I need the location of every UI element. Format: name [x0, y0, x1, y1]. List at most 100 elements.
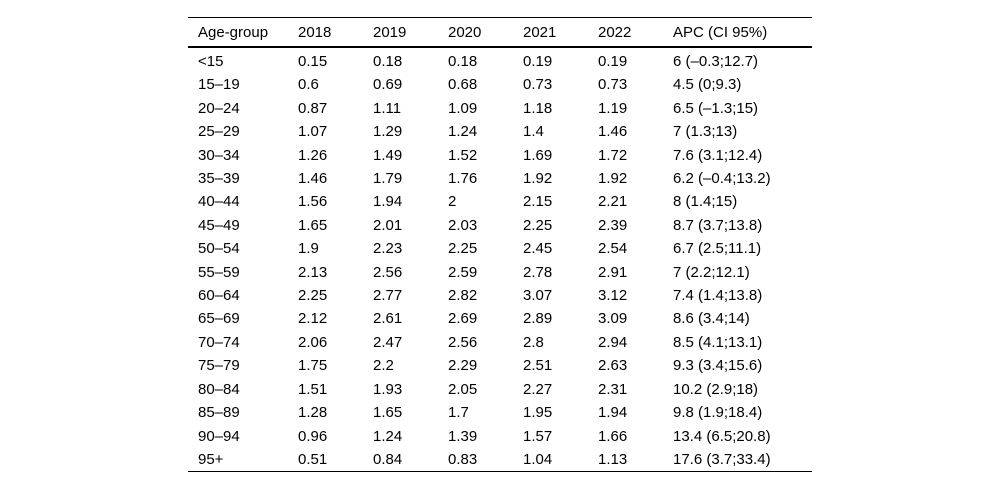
column-header-apc-ci: APC (CI 95%) [663, 17, 812, 48]
value-cell: 2.29 [448, 357, 478, 375]
value-cell: 9.3 (3.4;15.6) [673, 357, 763, 375]
value-cell: 2.06 [298, 333, 328, 351]
value-cell: 0.69 [373, 76, 403, 94]
table-header: Age-group 2018 2019 2020 2021 2022 APC (… [188, 17, 812, 48]
table-row: 95+ 0.51 0.84 0.83 1.04 1.13 17.6 (3.7;33.4) [188, 448, 812, 472]
value-cell: 1.65 [373, 404, 403, 422]
value-cell: 1.94 [598, 404, 628, 422]
table-row: 50–54 1.9 2.23 2.25 2.45 2.54 6.7 (2.5;11.1) [188, 237, 812, 260]
value-cell: 2.45 [523, 240, 553, 258]
value-cell: 2.39 [598, 216, 628, 234]
value-cell: 0.18 [373, 53, 403, 70]
value-cell: 1.93 [373, 380, 403, 398]
value-cell: 1.04 [523, 450, 553, 468]
value-cell: 2.8 [523, 333, 544, 351]
value-cell: 2.21 [598, 193, 628, 211]
value-cell: 0.83 [448, 450, 478, 468]
value-cell: 1.26 [298, 146, 328, 164]
value-cell: 2.91 [598, 263, 628, 281]
value-cell: 1.19 [598, 99, 628, 117]
value-cell: 1.24 [448, 123, 478, 141]
value-cell: 2.23 [373, 240, 403, 258]
column-header-2020: 2020 [438, 17, 513, 48]
table-row: 45–49 1.65 2.01 2.03 2.25 2.39 8.7 (3.7;13.8) [188, 214, 812, 237]
age-group-incidence-table: Age-group 2018 2019 2020 2021 2022 APC (… [188, 17, 812, 473]
age-group-cell: 75–79 [198, 357, 240, 375]
value-cell: 2.13 [298, 263, 328, 281]
value-cell: 2.54 [598, 240, 628, 258]
value-cell: 1.51 [298, 380, 328, 398]
table-row: 70–74 2.06 2.47 2.56 2.8 2.94 8.5 (4.1;13.1) [188, 331, 812, 354]
value-cell: 0.15 [298, 53, 328, 70]
value-cell: 0.68 [448, 76, 478, 94]
age-group-cell: 40–44 [198, 193, 240, 211]
value-cell: 1.09 [448, 99, 478, 117]
value-cell: 0.19 [598, 53, 628, 70]
value-cell: 1.72 [598, 146, 628, 164]
value-cell: 2.77 [373, 287, 403, 305]
value-cell: 1.65 [298, 216, 328, 234]
table-row: 40–44 1.56 1.94 2 2.15 2.21 8 (1.4;15) [188, 190, 812, 213]
age-group-cell: 70–74 [198, 333, 240, 351]
table-row: 75–79 1.75 2.2 2.29 2.51 2.63 9.3 (3.4;15.6) [188, 354, 812, 377]
age-group-cell: <15 [198, 53, 224, 70]
age-group-cell: 20–24 [198, 99, 240, 117]
value-cell: 13.4 (6.5;20.8) [673, 427, 771, 445]
value-cell: 2.59 [448, 263, 478, 281]
value-cell: 1.69 [523, 146, 553, 164]
value-cell: 2.63 [598, 357, 628, 375]
value-cell: 1.95 [523, 404, 553, 422]
table-row: 35–39 1.46 1.79 1.76 1.92 1.92 6.2 (–0.4;13.2) [188, 167, 812, 190]
value-cell: 7 (2.2;12.1) [673, 263, 750, 281]
value-cell: 2.89 [523, 310, 553, 328]
value-cell: 1.24 [373, 427, 403, 445]
value-cell: 2.56 [448, 333, 478, 351]
value-cell: 2.25 [298, 287, 328, 305]
value-cell: 7 (1.3;13) [673, 123, 738, 141]
value-cell: 6.5 (–1.3;15) [673, 99, 759, 117]
table-row: 15–19 0.6 0.69 0.68 0.73 0.73 4.5 (0;9.3) [188, 73, 812, 96]
value-cell: 2.2 [373, 357, 394, 375]
value-cell: 1.13 [598, 450, 628, 468]
value-cell: 8 (1.4;15) [673, 193, 738, 211]
value-cell: 1.52 [448, 146, 478, 164]
value-cell: 0.51 [298, 450, 328, 468]
age-group-cell: 25–29 [198, 123, 240, 141]
value-cell: 2.01 [373, 216, 403, 234]
value-cell: 3.09 [598, 310, 628, 328]
value-cell: 1.9 [298, 240, 319, 258]
value-cell: 0.87 [298, 99, 328, 117]
value-cell: 10.2 (2.9;18) [673, 380, 759, 398]
value-cell: 1.46 [598, 123, 628, 141]
value-cell: 2.25 [448, 240, 478, 258]
value-cell: 0.96 [298, 427, 328, 445]
column-header-2018: 2018 [288, 17, 363, 48]
age-group-cell: 30–34 [198, 146, 240, 164]
value-cell: 17.6 (3.7;33.4) [673, 450, 771, 468]
header-row: Age-group 2018 2019 2020 2021 2022 APC (… [188, 17, 812, 48]
column-header-age-group: Age-group [188, 17, 288, 48]
value-cell: 8.5 (4.1;13.1) [673, 333, 763, 351]
value-cell: 6 (–0.3;12.7) [673, 53, 759, 70]
table-row: 20–24 0.87 1.11 1.09 1.18 1.19 6.5 (–1.3;15) [188, 97, 812, 120]
column-header-2019: 2019 [363, 17, 438, 48]
table-row: 90–94 0.96 1.24 1.39 1.57 1.66 13.4 (6.5;20.8) [188, 425, 812, 448]
value-cell: 1.7 [448, 404, 469, 422]
value-cell: 0.18 [448, 53, 478, 70]
value-cell: 1.49 [373, 146, 403, 164]
table-row: 55–59 2.13 2.56 2.59 2.78 2.91 7 (2.2;12.1) [188, 261, 812, 284]
value-cell: 8.7 (3.7;13.8) [673, 216, 763, 234]
table-row: <15 0.15 0.18 0.18 0.19 0.19 6 (–0.3;12.7) [188, 47, 812, 73]
value-cell: 0.73 [598, 76, 628, 94]
column-header-2022: 2022 [588, 17, 663, 48]
value-cell: 1.56 [298, 193, 328, 211]
value-cell: 1.4 [523, 123, 544, 141]
value-cell: 2.27 [523, 380, 553, 398]
age-group-cell: 15–19 [198, 76, 240, 94]
age-group-cell: 55–59 [198, 263, 240, 281]
value-cell: 2.94 [598, 333, 628, 351]
value-cell: 1.57 [523, 427, 553, 445]
table-body: <15 0.15 0.18 0.18 0.19 0.19 6 (–0.3;12.7) 15–1… [188, 47, 812, 472]
column-header-2021: 2021 [513, 17, 588, 48]
table-row: 30–34 1.26 1.49 1.52 1.69 1.72 7.6 (3.1;12.4) [188, 144, 812, 167]
